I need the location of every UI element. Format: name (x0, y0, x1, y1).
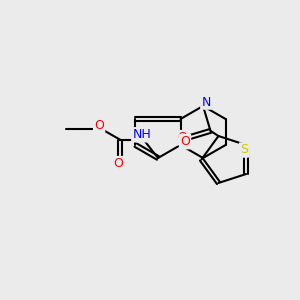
Text: O: O (177, 131, 187, 144)
Text: O: O (180, 135, 190, 148)
Text: NH: NH (132, 128, 151, 141)
Text: O: O (113, 157, 123, 170)
Text: N: N (201, 95, 211, 109)
Text: O: O (94, 119, 104, 132)
Text: S: S (240, 143, 248, 157)
